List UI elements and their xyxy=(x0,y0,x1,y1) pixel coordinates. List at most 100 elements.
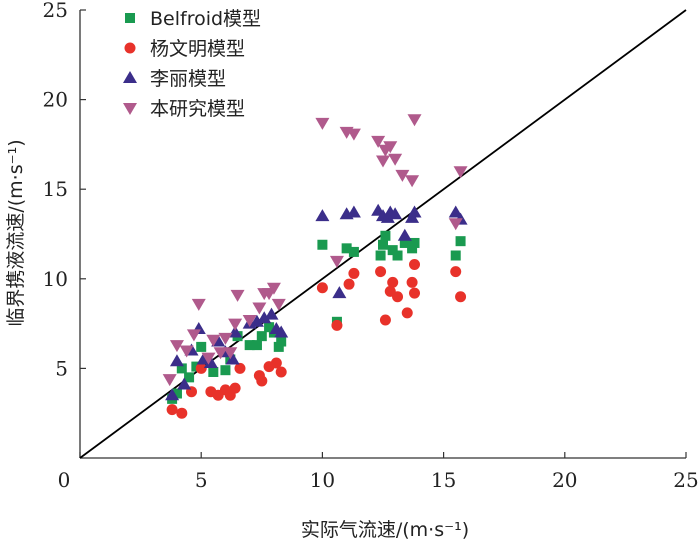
data-point xyxy=(162,374,177,387)
data-point xyxy=(206,334,221,347)
data-point xyxy=(392,250,403,261)
data-point xyxy=(186,329,201,342)
data-point xyxy=(406,276,418,288)
data-point xyxy=(228,325,243,338)
series-2 xyxy=(166,258,467,419)
data-point xyxy=(448,205,463,218)
data-point xyxy=(407,114,422,127)
data-point xyxy=(409,237,420,248)
data-point xyxy=(375,266,387,278)
data-point xyxy=(331,319,343,331)
data-point xyxy=(450,250,461,261)
data-point xyxy=(176,363,187,374)
data-point xyxy=(378,239,388,250)
x-tick-label: 0 xyxy=(58,468,71,492)
data-point xyxy=(380,230,391,241)
data-point xyxy=(270,357,282,369)
data-point xyxy=(201,352,216,365)
data-point xyxy=(225,352,240,365)
data-point xyxy=(387,276,399,288)
data-point xyxy=(169,354,184,367)
data-point xyxy=(392,291,404,303)
data-point xyxy=(273,341,284,352)
data-point xyxy=(195,362,207,374)
data-point xyxy=(256,331,267,342)
data-point xyxy=(179,345,194,358)
data-point xyxy=(383,141,398,154)
data-point xyxy=(171,388,182,399)
data-point xyxy=(249,314,264,327)
data-point xyxy=(264,322,275,333)
y-tick-label: 25 xyxy=(43,0,68,22)
data-point xyxy=(251,340,262,351)
axes: 0 5 10 15 20 25 5 10 15 20 25 xyxy=(43,0,699,492)
data-point xyxy=(316,282,328,294)
data-point xyxy=(399,237,410,248)
x-tick-label: 10 xyxy=(310,468,335,492)
data-point xyxy=(177,377,192,390)
legend-label: 杨文明模型 xyxy=(150,38,245,60)
x-tick-label: 25 xyxy=(673,468,698,492)
data-points xyxy=(162,114,468,419)
data-point xyxy=(220,365,231,376)
data-point xyxy=(453,166,468,179)
legend-marker xyxy=(125,13,135,23)
y-tick-label: 5 xyxy=(55,356,68,380)
data-point xyxy=(271,298,286,311)
data-point xyxy=(184,372,195,383)
data-point xyxy=(256,375,268,387)
data-point xyxy=(455,291,467,303)
data-point xyxy=(455,236,466,247)
series-1 xyxy=(167,230,466,404)
data-point xyxy=(397,228,412,241)
x-axis-label: 实际气流速/(m·s⁻¹) xyxy=(301,519,469,541)
data-point xyxy=(387,245,398,256)
data-point xyxy=(346,128,361,141)
data-point xyxy=(329,255,344,268)
y-axis-label: 临界携液流速/(m·s⁻¹) xyxy=(5,139,27,326)
legend-marker xyxy=(123,103,137,115)
data-point xyxy=(169,340,184,353)
data-point xyxy=(276,336,287,347)
x-tick-label: 20 xyxy=(552,468,577,492)
data-point xyxy=(266,282,281,295)
data-point xyxy=(242,315,257,328)
legend-marker xyxy=(123,71,137,83)
data-point xyxy=(196,341,207,352)
data-point xyxy=(228,318,243,331)
data-point xyxy=(388,153,403,166)
data-point xyxy=(409,258,421,270)
data-point xyxy=(165,388,180,401)
data-point xyxy=(234,362,246,374)
y-tick-label: 20 xyxy=(43,88,68,112)
data-point xyxy=(407,205,422,218)
data-point xyxy=(218,332,233,345)
data-point xyxy=(343,278,355,290)
x-tick-label: 15 xyxy=(431,468,456,492)
data-point xyxy=(315,209,330,222)
data-point xyxy=(341,243,352,254)
data-point xyxy=(407,243,418,254)
data-point xyxy=(213,347,228,360)
data-point xyxy=(275,366,287,378)
y-tick-label: 10 xyxy=(43,267,68,291)
data-point xyxy=(166,404,178,416)
data-point xyxy=(346,205,361,218)
data-point xyxy=(176,407,188,419)
legend-label: 李丽模型 xyxy=(150,68,226,90)
legend-item: 本研究模型 xyxy=(123,98,245,120)
legend-item: 李丽模型 xyxy=(123,68,226,90)
data-point xyxy=(191,298,206,311)
data-point xyxy=(274,325,289,338)
data-point xyxy=(317,239,328,250)
data-point xyxy=(376,155,390,168)
data-point xyxy=(348,267,360,279)
data-point xyxy=(223,347,238,360)
data-point xyxy=(388,207,403,220)
data-point xyxy=(230,289,245,302)
data-point xyxy=(257,311,272,324)
data-point xyxy=(401,307,413,319)
data-point xyxy=(379,314,391,326)
series-4 xyxy=(162,114,468,387)
